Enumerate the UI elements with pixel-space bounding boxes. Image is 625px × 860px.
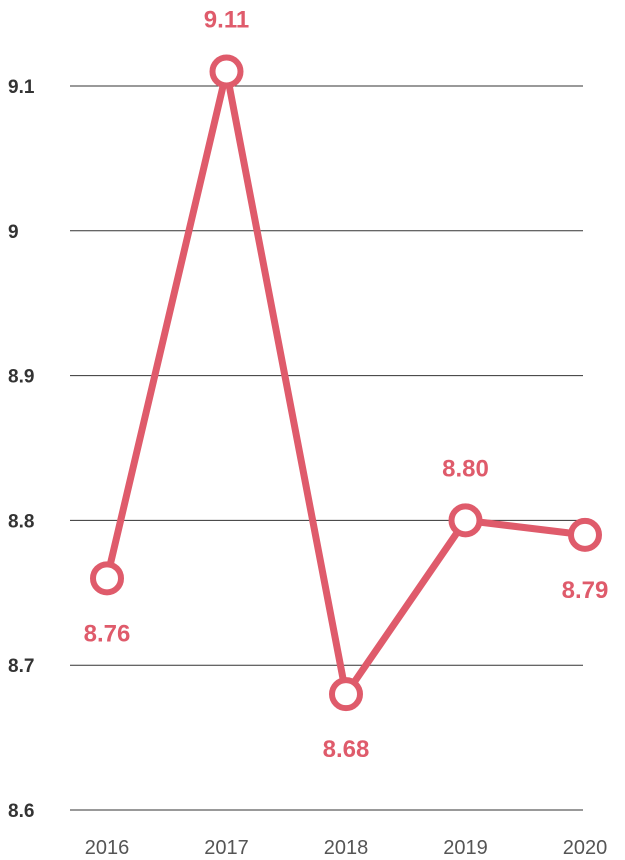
x-tick-label: 2019 xyxy=(443,837,488,859)
data-label: 8.79 xyxy=(562,577,609,604)
x-axis-tick-labels: 2016 2017 2018 2019 2020 xyxy=(85,837,608,859)
x-tick-label: 2017 xyxy=(204,837,249,859)
data-labels: 8.76 9.11 8.68 8.80 8.79 xyxy=(84,7,609,764)
y-tick-label: 8.9 xyxy=(8,367,34,388)
data-label: 8.68 xyxy=(323,736,370,763)
data-point xyxy=(90,561,124,596)
data-label: 8.80 xyxy=(442,455,489,482)
data-point xyxy=(329,677,363,712)
data-point xyxy=(568,517,602,552)
x-tick-label: 2016 xyxy=(85,837,130,859)
y-axis-tick-labels: 8.6 8.7 8.8 8.9 9 9.1 xyxy=(8,77,35,822)
y-tick-label: 8.6 xyxy=(8,801,34,822)
x-tick-label: 2018 xyxy=(324,837,369,859)
y-tick-label: 9.1 xyxy=(8,77,35,98)
y-tick-label: 8.7 xyxy=(8,656,34,677)
y-tick-label: 8.8 xyxy=(8,511,34,532)
x-tick-label: 2020 xyxy=(563,837,608,859)
series-line xyxy=(103,68,589,698)
y-tick-label: 9 xyxy=(8,222,19,243)
data-point xyxy=(209,54,244,89)
data-label: 9.11 xyxy=(204,7,249,34)
series-line-layer xyxy=(103,68,589,698)
gridlines xyxy=(70,85,583,811)
data-point xyxy=(448,503,483,538)
data-label: 8.76 xyxy=(84,620,131,647)
data-points xyxy=(90,54,602,712)
